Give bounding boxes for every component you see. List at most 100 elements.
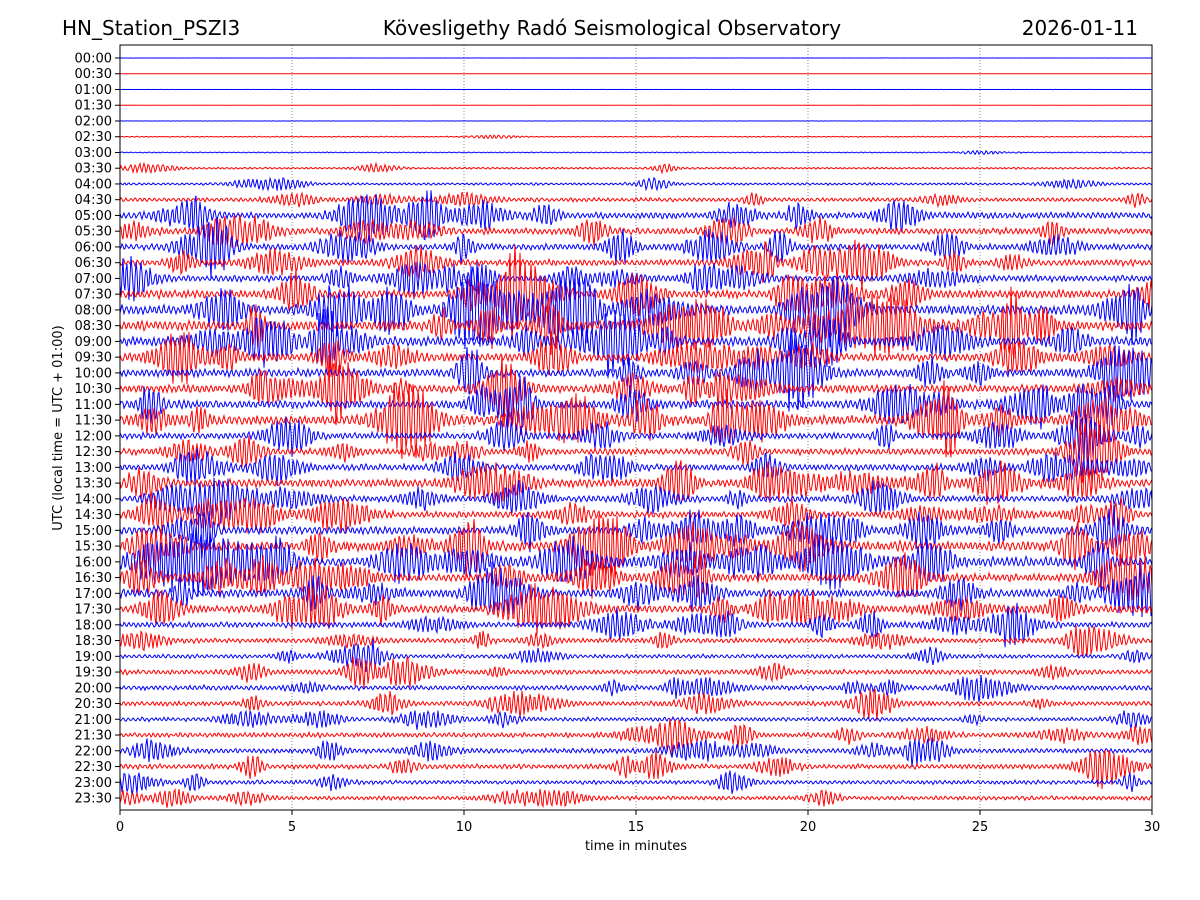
trace-0830: [119, 286, 1153, 359]
y-tick-label: 01:30: [75, 99, 112, 114]
trace-1630: [119, 552, 1153, 602]
trace-2030: [119, 688, 1153, 721]
y-tick-label: 17:00: [75, 587, 112, 602]
trace-0630: [119, 239, 1152, 290]
y-tick-label: 00:00: [75, 52, 112, 67]
trace-1130: [119, 380, 1153, 460]
trace-1830: [119, 625, 1153, 658]
x-tick-label: 0: [116, 820, 124, 835]
trace-2100: [119, 709, 1153, 730]
y-tick-label: 22:00: [75, 744, 112, 759]
x-tick-label: 20: [800, 820, 817, 835]
trace-1000: [119, 334, 1153, 412]
trace-0330: [119, 161, 1153, 175]
trace-1700: [119, 561, 1153, 618]
y-tick-label: 16:30: [75, 571, 112, 586]
y-tick-label: 10:30: [75, 382, 112, 397]
x-axis-label: time in minutes: [585, 839, 687, 854]
y-tick-label: 19:00: [75, 650, 112, 665]
y-tick-label: 09:30: [75, 351, 112, 366]
date-title: 2026-01-11: [1022, 16, 1138, 40]
y-tick-label: 22:30: [75, 760, 112, 775]
trace-0700: [119, 255, 1153, 302]
y-tick-label: 23:30: [75, 792, 112, 807]
y-tick-label: 18:00: [75, 618, 112, 633]
y-tick-label: 17:30: [75, 603, 112, 618]
x-tick-label: 10: [456, 820, 473, 835]
trace-1600: [119, 527, 1153, 597]
trace-0930: [119, 330, 1153, 384]
station-title: HN_Station_PSZI3: [62, 16, 240, 40]
x-tick-label: 5: [288, 820, 296, 835]
trace-0600: [119, 217, 1153, 280]
y-tick-label: 21:00: [75, 713, 112, 728]
trace-0400: [119, 176, 1153, 192]
trace-2330: [119, 788, 1153, 809]
y-tick-label: 14:00: [75, 492, 112, 507]
trace-1800: [119, 602, 1153, 648]
trace-0900: [119, 305, 1153, 379]
y-tick-label: 14:30: [75, 508, 112, 523]
y-tick-label: 20:00: [75, 681, 112, 696]
y-tick-label: 13:30: [75, 477, 112, 492]
trace-2230: [119, 749, 1153, 790]
trace-0230: [119, 134, 1153, 140]
y-tick-label: 11:00: [75, 398, 112, 413]
y-tick-label: 02:30: [75, 130, 112, 145]
y-tick-label: 11:30: [75, 414, 112, 429]
y-tick-label: 09:00: [75, 335, 112, 350]
y-tick-label: 12:00: [75, 429, 112, 444]
trace-1930: [119, 656, 1153, 690]
y-tick-label: 05:30: [75, 225, 112, 240]
y-tick-label: 15:00: [75, 524, 112, 539]
y-tick-label: 02:00: [75, 114, 112, 129]
y-tick-label: 00:30: [75, 67, 112, 82]
y-tick-label: 12:30: [75, 445, 112, 460]
y-tick-label: 16:00: [75, 555, 112, 570]
y-tick-label: 08:30: [75, 319, 112, 334]
trace-0530: [119, 214, 1153, 248]
y-tick-label: 21:30: [75, 729, 112, 744]
x-tick-label: 30: [1144, 820, 1161, 835]
x-tick-label: 25: [972, 820, 989, 835]
trace-1200: [119, 411, 1153, 463]
trace-1530: [119, 514, 1153, 582]
trace-0730: [119, 244, 1153, 341]
trace-1230: [119, 420, 1153, 490]
trace-0430: [119, 191, 1153, 209]
y-tick-label: 18:30: [75, 634, 112, 649]
y-tick-label: 07:30: [75, 288, 112, 303]
trace-1300: [119, 448, 1153, 486]
y-tick-label: 23:00: [75, 776, 112, 791]
y-tick-label: 04:30: [75, 193, 112, 208]
trace-1730: [119, 583, 1153, 635]
y-tick-label: 05:00: [75, 209, 112, 224]
y-tick-label: 10:00: [75, 366, 112, 381]
y-tick-label: 03:30: [75, 162, 112, 177]
trace-2200: [119, 737, 1153, 768]
trace-1900: [119, 638, 1153, 673]
y-tick-label: 01:00: [75, 83, 112, 98]
trace-1400: [119, 477, 1153, 524]
y-tick-label: 06:00: [75, 240, 112, 255]
trace-2300: [119, 770, 1153, 796]
y-axis-label: UTC (local time = UTC + 01:00): [51, 325, 66, 530]
trace-0500: [119, 190, 1153, 241]
y-tick-label: 06:30: [75, 256, 112, 271]
y-tick-label: 15:30: [75, 540, 112, 555]
trace-1500: [119, 504, 1153, 559]
trace-0800: [119, 262, 1153, 350]
y-tick-label: 03:00: [75, 146, 112, 161]
trace-1100: [119, 375, 1153, 430]
trace-0300: [119, 149, 1153, 156]
trace-1430: [119, 495, 1153, 534]
chart-title: Kövesligethy Radó Seismological Observat…: [383, 16, 841, 40]
y-tick-label: 19:30: [75, 666, 112, 681]
y-tick-label: 13:00: [75, 461, 112, 476]
trace-2000: [119, 674, 1153, 703]
trace-1330: [119, 460, 1153, 505]
trace-2130: [119, 718, 1153, 757]
x-tick-label: 15: [628, 820, 645, 835]
